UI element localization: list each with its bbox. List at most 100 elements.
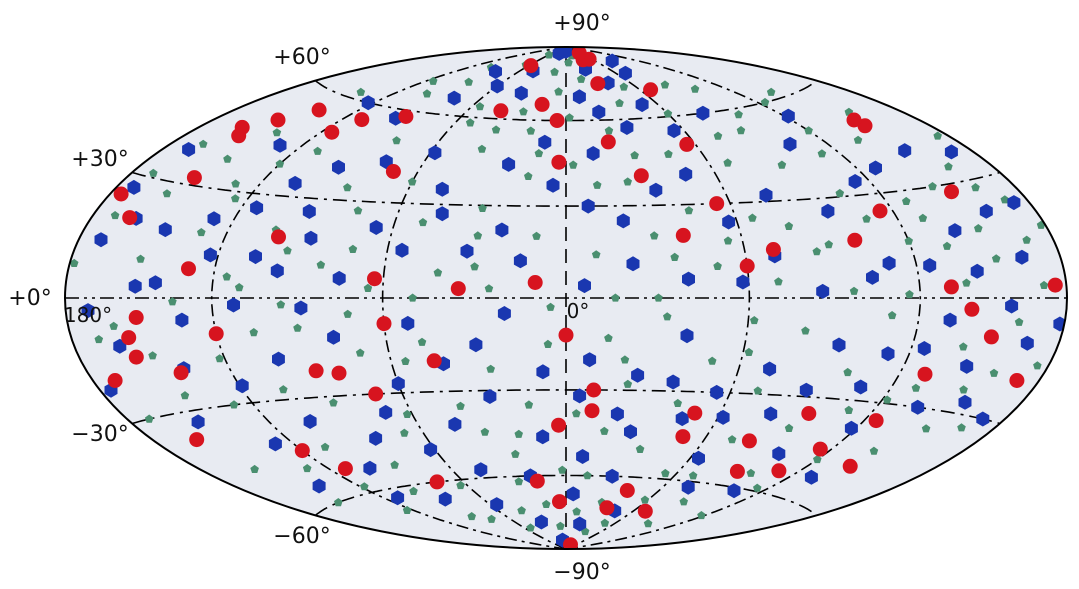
green-pentagon-point xyxy=(401,356,410,365)
red-circle-point xyxy=(376,316,392,332)
green-pentagon-point xyxy=(974,224,983,233)
green-pentagon-point xyxy=(572,409,581,418)
blue-hexagon-point xyxy=(1005,298,1019,314)
green-pentagon-point xyxy=(467,512,476,521)
red-circle-point xyxy=(385,164,401,179)
green-pentagon-point xyxy=(933,131,942,140)
red-circle-point xyxy=(493,103,509,119)
green-pentagon-point xyxy=(110,211,120,220)
blue-hexagon-point xyxy=(332,159,345,175)
red-circle-point xyxy=(600,134,616,150)
green-pentagon-point xyxy=(348,244,358,253)
blue-hexagon-point xyxy=(268,436,282,452)
green-pentagon-point xyxy=(417,337,427,346)
green-pentagon-point xyxy=(690,84,700,93)
green-pentagon-point xyxy=(902,196,911,205)
red-circle-point xyxy=(551,154,567,170)
green-pentagon-point xyxy=(486,364,495,373)
red-circle-point xyxy=(271,229,286,245)
red-circle-point xyxy=(181,261,196,277)
green-pentagon-point xyxy=(744,347,754,356)
blue-hexagon-point xyxy=(854,379,868,395)
blue-hexagon-point xyxy=(881,346,895,362)
blue-hexagon-point xyxy=(363,460,377,476)
green-pentagon-point xyxy=(542,499,551,508)
red-circle-point xyxy=(527,275,543,290)
green-pentagon-point xyxy=(688,471,698,480)
blue-hexagon-point xyxy=(610,406,624,422)
red-circle-point xyxy=(337,461,353,477)
green-pentagon-point xyxy=(944,162,953,171)
green-pentagon-point xyxy=(760,97,770,106)
blue-hexagon-point xyxy=(675,411,689,427)
green-pentagon-point xyxy=(464,77,473,86)
blue-hexagon-point xyxy=(497,306,511,321)
red-circle-point xyxy=(983,329,999,345)
blue-hexagon-point xyxy=(379,404,393,420)
red-circle-point xyxy=(590,76,606,92)
blue-hexagon-point xyxy=(361,95,375,111)
blue-hexagon-point xyxy=(273,137,287,153)
blue-hexagon-point xyxy=(572,89,586,105)
blue-hexagon-point xyxy=(401,315,415,331)
blue-hexagon-point xyxy=(696,105,710,121)
blue-hexagon-point xyxy=(844,420,858,436)
blue-hexagon-point xyxy=(94,232,108,248)
meridian-line xyxy=(565,47,922,549)
green-pentagon-point xyxy=(615,98,624,107)
green-pentagon-point xyxy=(329,398,338,407)
green-pentagon-point xyxy=(149,168,158,177)
blue-hexagon-point xyxy=(81,303,95,319)
green-pentagon-point xyxy=(487,514,496,523)
blue-hexagon-point xyxy=(536,429,550,445)
red-circle-point xyxy=(121,330,137,346)
green-pentagon-point xyxy=(713,261,722,270)
blue-hexagon-point xyxy=(816,283,830,299)
green-pentagon-point xyxy=(921,424,931,433)
green-pentagon-point xyxy=(600,518,610,527)
blue-hexagon-point xyxy=(799,382,813,398)
green-pentagon-point xyxy=(94,335,104,344)
green-pentagon-point xyxy=(600,426,609,435)
green-pentagon-point xyxy=(664,149,673,158)
green-pentagon-point xyxy=(543,339,553,348)
lon-label-180: 180° xyxy=(64,303,112,327)
meridian-line xyxy=(381,47,567,549)
green-pentagon-point xyxy=(544,50,554,59)
green-pentagon-point xyxy=(869,446,879,455)
green-pentagon-point xyxy=(801,326,810,335)
lat-label-minus30: −30° xyxy=(71,422,128,447)
blue-hexagon-point xyxy=(979,203,993,219)
blue-hexagon-point xyxy=(635,97,649,113)
blue-hexagon-point xyxy=(970,263,984,279)
green-pentagon-point xyxy=(1022,235,1031,244)
green-pentagon-point xyxy=(649,231,659,240)
blue-hexagon-point xyxy=(958,394,972,410)
blue-hexagon-point xyxy=(586,146,600,161)
blue-hexagon-point xyxy=(917,341,931,356)
green-pentagon-point xyxy=(473,231,483,240)
green-pentagon-point xyxy=(162,189,172,198)
green-pentagon-point xyxy=(959,385,968,394)
blue-hexagon-point xyxy=(303,414,317,429)
green-pentagon-point xyxy=(511,449,520,458)
green-pentagon-point xyxy=(402,409,412,418)
blue-hexagon-point xyxy=(249,249,262,265)
red-circle-point xyxy=(943,279,959,295)
blue-hexagon-point xyxy=(898,143,912,159)
blue-hexagon-point xyxy=(764,406,778,422)
red-circle-point xyxy=(917,366,933,382)
blue-hexagon-point xyxy=(327,329,340,345)
green-pentagon-point xyxy=(882,395,892,404)
red-circle-point xyxy=(529,473,545,489)
green-pentagon-point xyxy=(144,414,154,423)
green-pentagon-point xyxy=(727,435,737,444)
green-pentagon-point xyxy=(222,272,231,281)
blue-hexagon-point xyxy=(203,247,217,263)
green-pentagon-point xyxy=(736,126,746,135)
blue-hexagon-point xyxy=(804,469,818,485)
green-pentagon-point xyxy=(534,149,544,158)
green-pentagon-point xyxy=(911,383,921,392)
green-pentagon-point xyxy=(824,240,833,249)
green-pentagon-point xyxy=(475,102,485,111)
